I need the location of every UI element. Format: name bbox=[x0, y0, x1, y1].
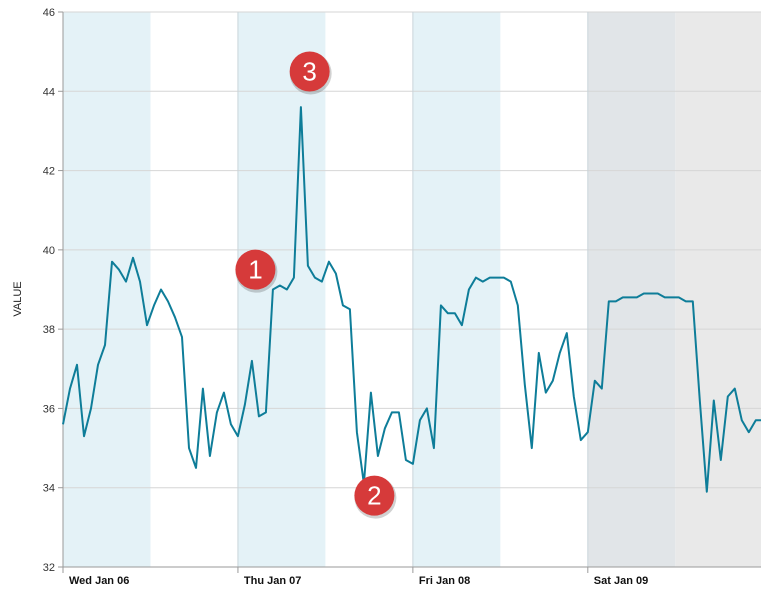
annotation-label-2: 2 bbox=[367, 481, 381, 511]
x-tick-label-9: Sat Jan 09 bbox=[594, 575, 648, 587]
y-tick-label-40: 40 bbox=[43, 245, 55, 257]
annotation-circle-3 bbox=[289, 51, 330, 92]
series-lines bbox=[62, 106, 761, 493]
y-tick-label-34: 34 bbox=[43, 483, 55, 495]
y-tick-label-44: 44 bbox=[43, 86, 55, 98]
shaded-band-1 bbox=[237, 12, 326, 567]
y-tick-label-38: 38 bbox=[43, 324, 55, 336]
y-tick-label-42: 42 bbox=[43, 166, 55, 178]
annotation-label-1: 1 bbox=[248, 255, 262, 285]
annotation-markers: 1 2 3 bbox=[235, 51, 397, 519]
x-tick-labels: Wed Jan 06 Thu Jan 07 Fri Jan 08 Sat Jan 09 bbox=[69, 575, 648, 587]
annotation-marker-3: 3 bbox=[289, 51, 332, 95]
shaded-band-4 bbox=[675, 12, 761, 567]
series-line-0 bbox=[62, 106, 761, 493]
shaded-band-2 bbox=[412, 12, 501, 567]
x-tick-label-8: Fri Jan 08 bbox=[419, 575, 470, 587]
gridlines bbox=[63, 11, 761, 568]
shaded-band-0 bbox=[63, 12, 151, 567]
y-tick-label-36: 36 bbox=[43, 403, 55, 415]
y-tick-labels: 32 34 36 38 40 42 44 46 bbox=[43, 7, 55, 574]
y-tick-label-32: 32 bbox=[43, 562, 55, 574]
y-tick-label-46: 46 bbox=[43, 7, 55, 19]
x-tick-label-6: Wed Jan 06 bbox=[69, 575, 129, 587]
annotation-circle-1 bbox=[235, 249, 276, 290]
annotation-marker-2: 2 bbox=[354, 475, 397, 519]
axes bbox=[58, 11, 761, 573]
x-tick-label-7: Thu Jan 07 bbox=[244, 575, 301, 587]
shaded-band-3 bbox=[587, 12, 676, 567]
annotation-label-3: 3 bbox=[302, 56, 316, 86]
shaded-bands bbox=[63, 12, 761, 567]
y-axis-title: VALUE bbox=[12, 281, 24, 316]
annotation-marker-1: 1 bbox=[235, 249, 278, 293]
annotation-circle-2 bbox=[354, 475, 395, 516]
